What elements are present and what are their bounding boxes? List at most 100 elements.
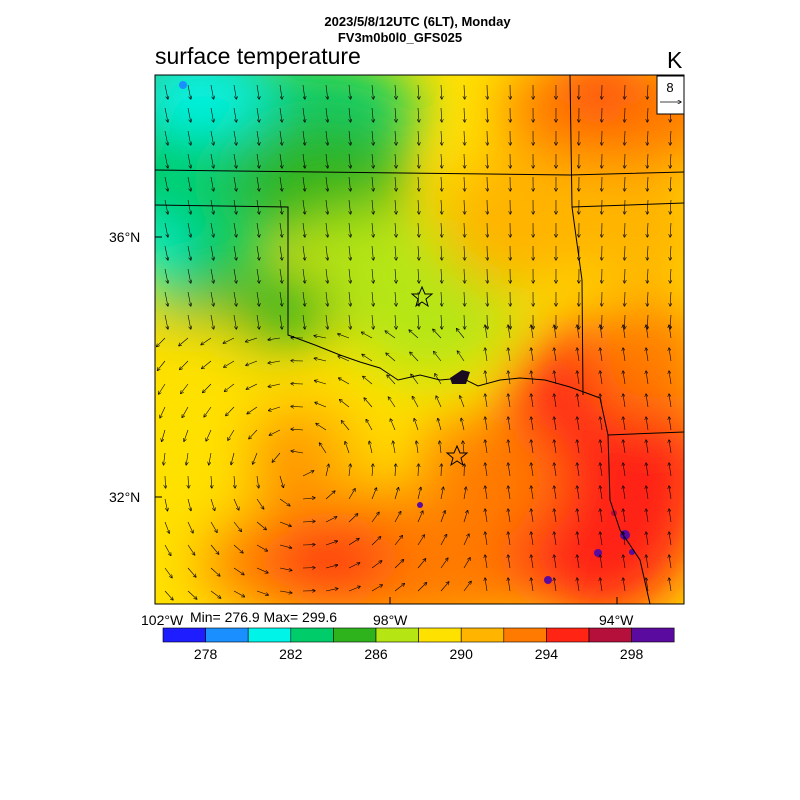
wind-arrow: [600, 555, 603, 569]
wind-arrow: [464, 130, 465, 145]
wind-arrow: [233, 245, 236, 260]
wind-arrow: [187, 314, 191, 329]
wind-arrow: [646, 509, 649, 523]
lat-label-32n: 32°N: [109, 489, 141, 505]
wind-arrow: [669, 417, 672, 431]
colorbar-tick-label: 294: [535, 646, 559, 662]
wind-arrow: [349, 314, 351, 329]
wind-arrow: [188, 475, 189, 488]
colorbar-swatch: [631, 627, 675, 643]
wind-arrow: [279, 222, 282, 237]
wind-arrow: [210, 176, 214, 191]
wind-arrow: [441, 130, 442, 145]
wind-arrow: [647, 153, 648, 168]
wind-arrow: [210, 199, 214, 214]
wind-arrow: [210, 291, 214, 306]
wind-arrow: [210, 498, 215, 510]
colorbar-swatch: [247, 627, 292, 643]
wind-arrow: [577, 532, 580, 546]
wind-arrow: [228, 429, 235, 440]
wind-arrow: [164, 314, 168, 329]
wind-arrow: [436, 396, 442, 408]
wind-arrow: [418, 268, 419, 283]
wind-arrow: [440, 441, 441, 454]
wind-arrow: [362, 354, 373, 362]
wind-arrow: [646, 532, 649, 546]
wind-arrow: [157, 337, 166, 347]
wind-arrow: [303, 222, 305, 237]
wind-arrow: [279, 591, 292, 593]
wind-arrow: [554, 509, 557, 523]
field-title: surface temperature: [155, 43, 361, 69]
wind-arrow: [531, 509, 534, 523]
colorbar: 278 282 286 290 294 298: [162, 627, 675, 662]
wind-arrow: [624, 153, 625, 168]
wind-arrow: [279, 130, 282, 145]
wind-arrow: [371, 512, 379, 523]
wind-arrow: [303, 314, 305, 329]
wind-arrow: [256, 268, 259, 283]
wind-arrow: [464, 176, 465, 191]
wind-arrow: [647, 245, 648, 260]
wind-arrow: [461, 418, 465, 431]
wind-arrow: [440, 511, 445, 523]
wind-arrow: [387, 375, 396, 385]
wind-arrow: [395, 268, 396, 283]
wind-arrow: [303, 107, 305, 122]
wind-arrow: [256, 590, 268, 595]
wind-arrow: [257, 475, 259, 488]
wind-arrow: [272, 452, 281, 462]
wind-arrow: [670, 268, 671, 283]
wind-arrow: [386, 353, 396, 362]
wind-arrow: [554, 371, 557, 385]
wind-arrow: [224, 360, 235, 367]
wind-arrow: [372, 314, 373, 329]
wind-arrow: [233, 521, 241, 531]
wind-arrow: [670, 245, 671, 260]
wind-arrow: [670, 176, 671, 191]
wind-arrow: [577, 394, 580, 408]
wind-arrow: [441, 199, 442, 214]
wind-arrow: [233, 176, 236, 191]
wind-arrow: [303, 153, 305, 168]
wind-arrow: [417, 511, 423, 523]
wind-arrow: [670, 222, 671, 237]
units-label: K: [667, 47, 683, 73]
wind-arrow: [441, 245, 442, 260]
wind-arrow: [463, 558, 470, 569]
wind-arrow: [210, 84, 214, 99]
wind-arrow: [416, 441, 418, 454]
wind-arrow: [464, 314, 465, 329]
wind-arrow: [210, 153, 214, 168]
wind-arrow: [670, 130, 671, 145]
wind-arrow: [418, 222, 419, 237]
wind-arrow: [256, 498, 264, 509]
wind-arrow: [485, 555, 488, 569]
wind-arrow: [485, 394, 488, 408]
wind-arrow: [291, 451, 304, 454]
wind-arrow: [349, 245, 351, 260]
wind-arrow: [187, 498, 191, 511]
wind-arrow: [187, 130, 191, 145]
wind-arrow: [508, 417, 511, 431]
wind-arrow: [441, 222, 442, 237]
wind-arrow: [623, 578, 626, 592]
wind-arrow: [184, 429, 189, 441]
wind-arrow: [418, 245, 419, 260]
wind-arrow: [361, 332, 373, 339]
wind-arrow: [623, 555, 626, 569]
wind-arrow: [646, 325, 649, 339]
wind-arrow: [349, 153, 351, 168]
map-frame: [154, 74, 685, 605]
wind-arrow: [623, 440, 626, 454]
wind-arrow: [463, 511, 468, 523]
wind-arrow: [325, 588, 338, 592]
wind-arrow: [325, 464, 329, 477]
wind-arrow: [460, 396, 465, 408]
wind-arrow: [669, 486, 672, 500]
wind-arrow: [210, 314, 214, 329]
wind-arrow: [669, 555, 672, 569]
wind-arrow: [210, 567, 220, 576]
wind-arrow: [326, 268, 328, 283]
wind-arrow: [647, 84, 648, 99]
